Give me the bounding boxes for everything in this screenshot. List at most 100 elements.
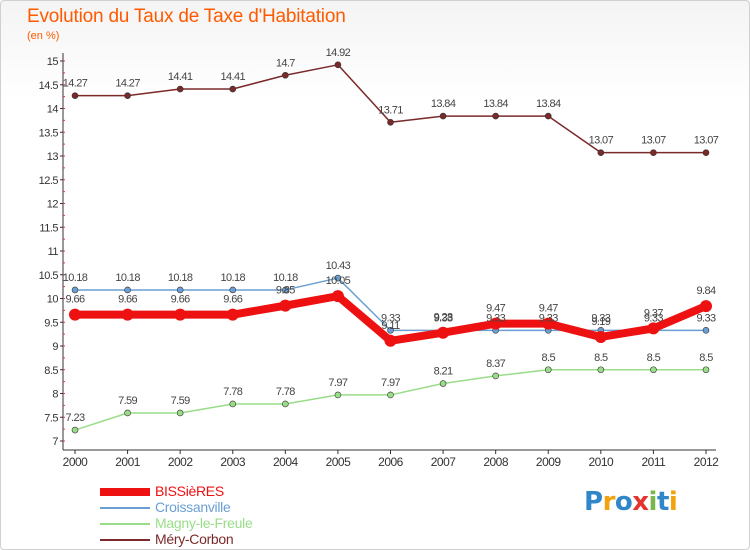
series-point bbox=[597, 366, 605, 374]
data-label: 8.5 bbox=[542, 352, 556, 364]
legend-swatch bbox=[100, 523, 150, 525]
series-point bbox=[282, 71, 289, 79]
data-label: 13.07 bbox=[694, 135, 719, 147]
x-tick-label: 2011 bbox=[642, 455, 667, 469]
data-label: 9.37 bbox=[644, 307, 663, 319]
series-point bbox=[229, 85, 237, 93]
data-label: 7.59 bbox=[118, 395, 137, 407]
data-label: 13.07 bbox=[641, 135, 666, 147]
series-point bbox=[121, 308, 134, 321]
legend-swatch bbox=[100, 539, 150, 541]
series-point bbox=[226, 308, 239, 321]
series-point bbox=[439, 380, 447, 387]
series-point bbox=[384, 334, 397, 347]
x-tick-label: 2012 bbox=[694, 455, 720, 469]
data-label: 10.18 bbox=[115, 272, 140, 284]
logo-letter: i bbox=[668, 487, 678, 517]
series-point bbox=[174, 308, 187, 321]
data-label: 7.23 bbox=[65, 412, 84, 424]
data-label: 13.71 bbox=[378, 104, 403, 116]
series-point bbox=[702, 149, 710, 156]
legend-label: Croissanville bbox=[155, 499, 231, 515]
x-tick-label: 2001 bbox=[115, 455, 141, 469]
data-label: 8.5 bbox=[647, 352, 661, 364]
data-label: 10.18 bbox=[63, 272, 88, 284]
series-point bbox=[542, 317, 555, 330]
legend-label: Magny-le-Freule bbox=[155, 515, 253, 531]
data-label: 9.84 bbox=[696, 285, 715, 297]
data-label: 7.78 bbox=[223, 386, 242, 398]
series-point bbox=[176, 409, 184, 417]
series-point bbox=[702, 366, 710, 374]
data-label: 14.92 bbox=[326, 47, 351, 59]
series-point bbox=[492, 112, 499, 120]
series-point bbox=[124, 286, 131, 294]
x-tick-label: 2002 bbox=[168, 455, 194, 469]
series-point bbox=[700, 300, 712, 313]
series-point bbox=[279, 299, 292, 312]
y-tick-label: 11.5 bbox=[39, 222, 58, 234]
series-point bbox=[702, 327, 710, 334]
data-label: 9.19 bbox=[591, 316, 610, 328]
data-label: 9.33 bbox=[696, 312, 715, 324]
logo-letter: i bbox=[648, 487, 658, 517]
data-label: 7.97 bbox=[328, 377, 347, 389]
data-label: 9.66 bbox=[118, 294, 137, 306]
data-label: 14.41 bbox=[168, 71, 193, 83]
series-point bbox=[176, 85, 184, 93]
data-label: 9.85 bbox=[276, 285, 295, 297]
series-point bbox=[71, 286, 79, 294]
logo-letter: x bbox=[632, 487, 649, 517]
legend-label: BISSièRES bbox=[155, 483, 224, 499]
data-label: 10.05 bbox=[326, 275, 351, 287]
data-label: 9.47 bbox=[539, 303, 558, 315]
series-point bbox=[282, 400, 289, 408]
x-tick-label: 2007 bbox=[431, 455, 457, 469]
y-tick-label: 15 bbox=[47, 56, 59, 68]
data-label: 9.28 bbox=[434, 312, 453, 324]
x-tick-label: 2000 bbox=[63, 455, 89, 469]
data-label: 9.11 bbox=[381, 320, 400, 332]
series-point bbox=[492, 372, 499, 380]
data-label: 10.18 bbox=[220, 272, 245, 284]
x-tick-label: 2009 bbox=[536, 455, 562, 469]
series-point bbox=[334, 274, 342, 282]
y-tick-label: 7 bbox=[52, 436, 58, 448]
proxiti-logo: Proxiti bbox=[584, 487, 678, 517]
data-label: 9.33 bbox=[644, 312, 663, 324]
data-label: 8.21 bbox=[434, 366, 453, 378]
data-label: 7.59 bbox=[171, 395, 190, 407]
data-label: 9.33 bbox=[381, 312, 400, 324]
series-point bbox=[334, 391, 342, 399]
series-point bbox=[229, 286, 237, 294]
y-tick-label: 10 bbox=[47, 294, 59, 306]
data-label: 14.41 bbox=[220, 71, 245, 83]
series-point bbox=[387, 391, 394, 399]
y-tick-label: 9.5 bbox=[44, 317, 58, 329]
y-tick-label: 13.5 bbox=[39, 127, 59, 139]
series-point bbox=[387, 327, 394, 334]
series-point bbox=[597, 149, 605, 156]
y-tick-label: 10.5 bbox=[39, 270, 59, 282]
data-label: 9.66 bbox=[223, 294, 242, 306]
y-tick-label: 11 bbox=[48, 246, 59, 258]
series-point bbox=[229, 400, 237, 408]
data-label: 10.18 bbox=[168, 272, 193, 284]
x-tick-label: 2008 bbox=[483, 455, 509, 469]
data-label: 9.66 bbox=[65, 294, 84, 306]
data-label: 9.33 bbox=[486, 312, 505, 324]
data-label: 14.7 bbox=[276, 57, 295, 69]
y-tick-label: 8.5 bbox=[44, 365, 58, 377]
logo-letter: t bbox=[656, 487, 669, 517]
series-point bbox=[544, 366, 552, 374]
x-tick-label: 2004 bbox=[273, 455, 299, 469]
legend-label: Méry-Corbon bbox=[155, 531, 234, 547]
data-label: 7.78 bbox=[276, 386, 295, 398]
data-label: 9.33 bbox=[434, 312, 453, 324]
data-label: 9.33 bbox=[591, 312, 610, 324]
y-tick-label: 12 bbox=[47, 199, 59, 211]
data-label: 10.43 bbox=[326, 260, 351, 272]
data-label: 14.27 bbox=[63, 78, 88, 90]
y-tick-label: 7.5 bbox=[44, 412, 58, 424]
series-point bbox=[124, 92, 131, 99]
